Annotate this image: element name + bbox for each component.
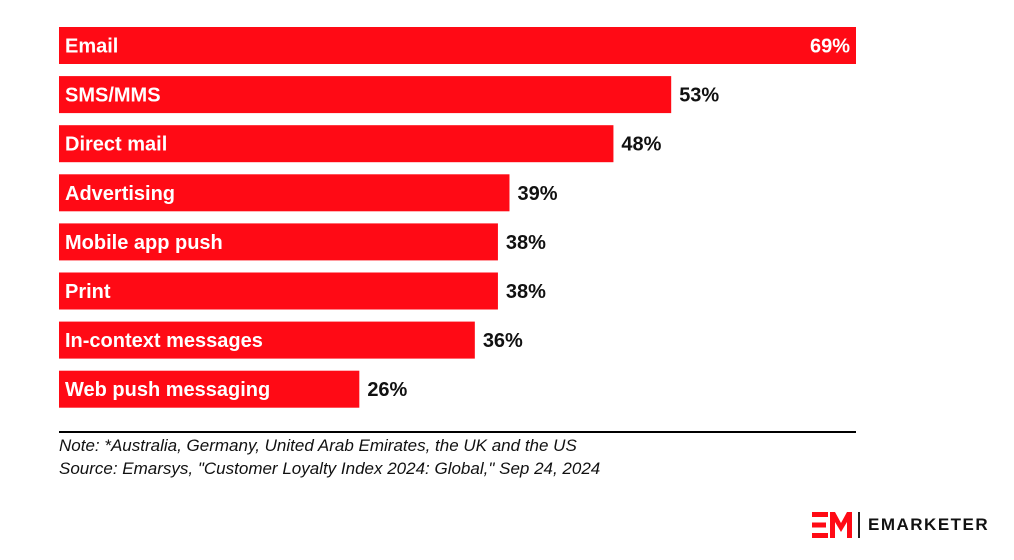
bar-category-label: Print — [65, 281, 111, 303]
chart-source: Source: Emarsys, "Customer Loyalty Index… — [59, 459, 601, 478]
bar — [59, 272, 498, 310]
bar-category-label: SMS/MMS — [65, 85, 161, 107]
bar-value-label: 38% — [506, 281, 546, 303]
bar-category-label: Email — [65, 36, 118, 58]
bar-category-label: Direct mail — [65, 134, 167, 156]
bar — [59, 174, 510, 212]
bar-value-label: 36% — [483, 330, 523, 352]
bar-group: Advertising 39% — [59, 174, 558, 212]
bar-category-label: In-context messages — [65, 330, 263, 352]
bar-value-label: 48% — [621, 134, 661, 156]
bar — [59, 223, 498, 261]
bar — [59, 321, 475, 359]
bar-category-label: Mobile app push — [65, 232, 223, 254]
bar — [59, 27, 856, 64]
bar-group: Web push messaging 26% — [59, 370, 408, 408]
bar-value-label: 26% — [367, 379, 407, 401]
bar-group: Direct mail 48% — [59, 125, 662, 163]
brand-logo: EMARKETER — [812, 510, 989, 540]
brand-separator — [858, 512, 860, 538]
em-logo-icon — [812, 512, 852, 538]
bar — [59, 370, 360, 408]
bar-group: SMS/MMS 53% — [59, 76, 719, 114]
bar-category-label: Web push messaging — [65, 379, 270, 401]
bar-group: Print 38% — [59, 272, 546, 310]
bar-value-label: 53% — [679, 85, 719, 107]
footer-divider — [59, 431, 856, 433]
bar-group: Mobile app push 38% — [59, 223, 546, 261]
bar-value-label: 38% — [506, 232, 546, 254]
bar-chart: Email 69% SMS/MMS 53% Direct mail 48% Advertis… — [59, 27, 856, 408]
bar-value-label: 39% — [517, 183, 557, 205]
bar-category-label: Advertising — [65, 183, 175, 205]
chart-note: Note: *Australia, Germany, United Arab E… — [59, 436, 577, 455]
bar — [59, 125, 614, 163]
brand-name: EMARKETER — [868, 515, 990, 534]
bar-group: In-context messages 36% — [59, 321, 523, 359]
bar-group: Email 69% — [59, 27, 856, 64]
bar — [59, 76, 672, 114]
bar-value-label: 69% — [810, 36, 850, 58]
